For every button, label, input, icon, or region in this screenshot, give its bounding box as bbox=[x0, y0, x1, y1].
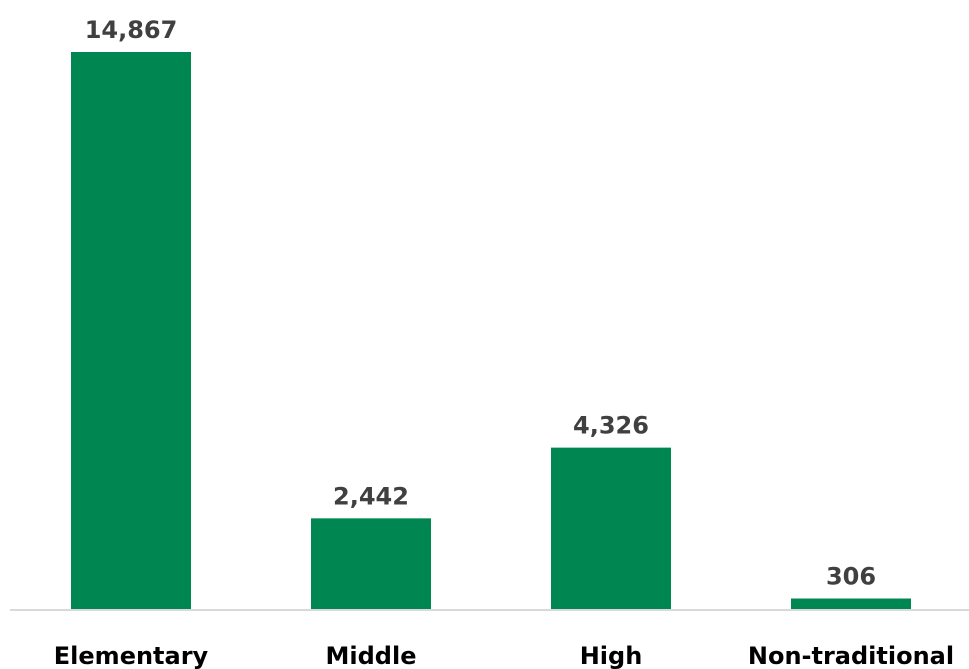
x-tick-label-middle: Middle bbox=[326, 642, 417, 669]
data-label-non-traditional: 306 bbox=[826, 563, 876, 591]
data-label-middle: 2,442 bbox=[333, 482, 409, 510]
bars-group bbox=[71, 52, 911, 610]
bar-elementary bbox=[71, 52, 191, 610]
x-tick-label-non-traditional: Non-traditional bbox=[748, 642, 954, 669]
data-labels-group: 14,867 2,442 4,326 306 bbox=[85, 16, 876, 591]
bar-middle bbox=[311, 518, 431, 610]
x-tick-labels-group: Elementary Middle High Non-traditional bbox=[54, 642, 954, 669]
data-label-high: 4,326 bbox=[573, 412, 649, 440]
bar-non-traditional bbox=[791, 599, 911, 610]
x-tick-label-high: High bbox=[580, 642, 643, 669]
data-label-elementary: 14,867 bbox=[85, 16, 178, 44]
x-tick-label-elementary: Elementary bbox=[54, 642, 209, 669]
bar-high bbox=[551, 448, 671, 610]
